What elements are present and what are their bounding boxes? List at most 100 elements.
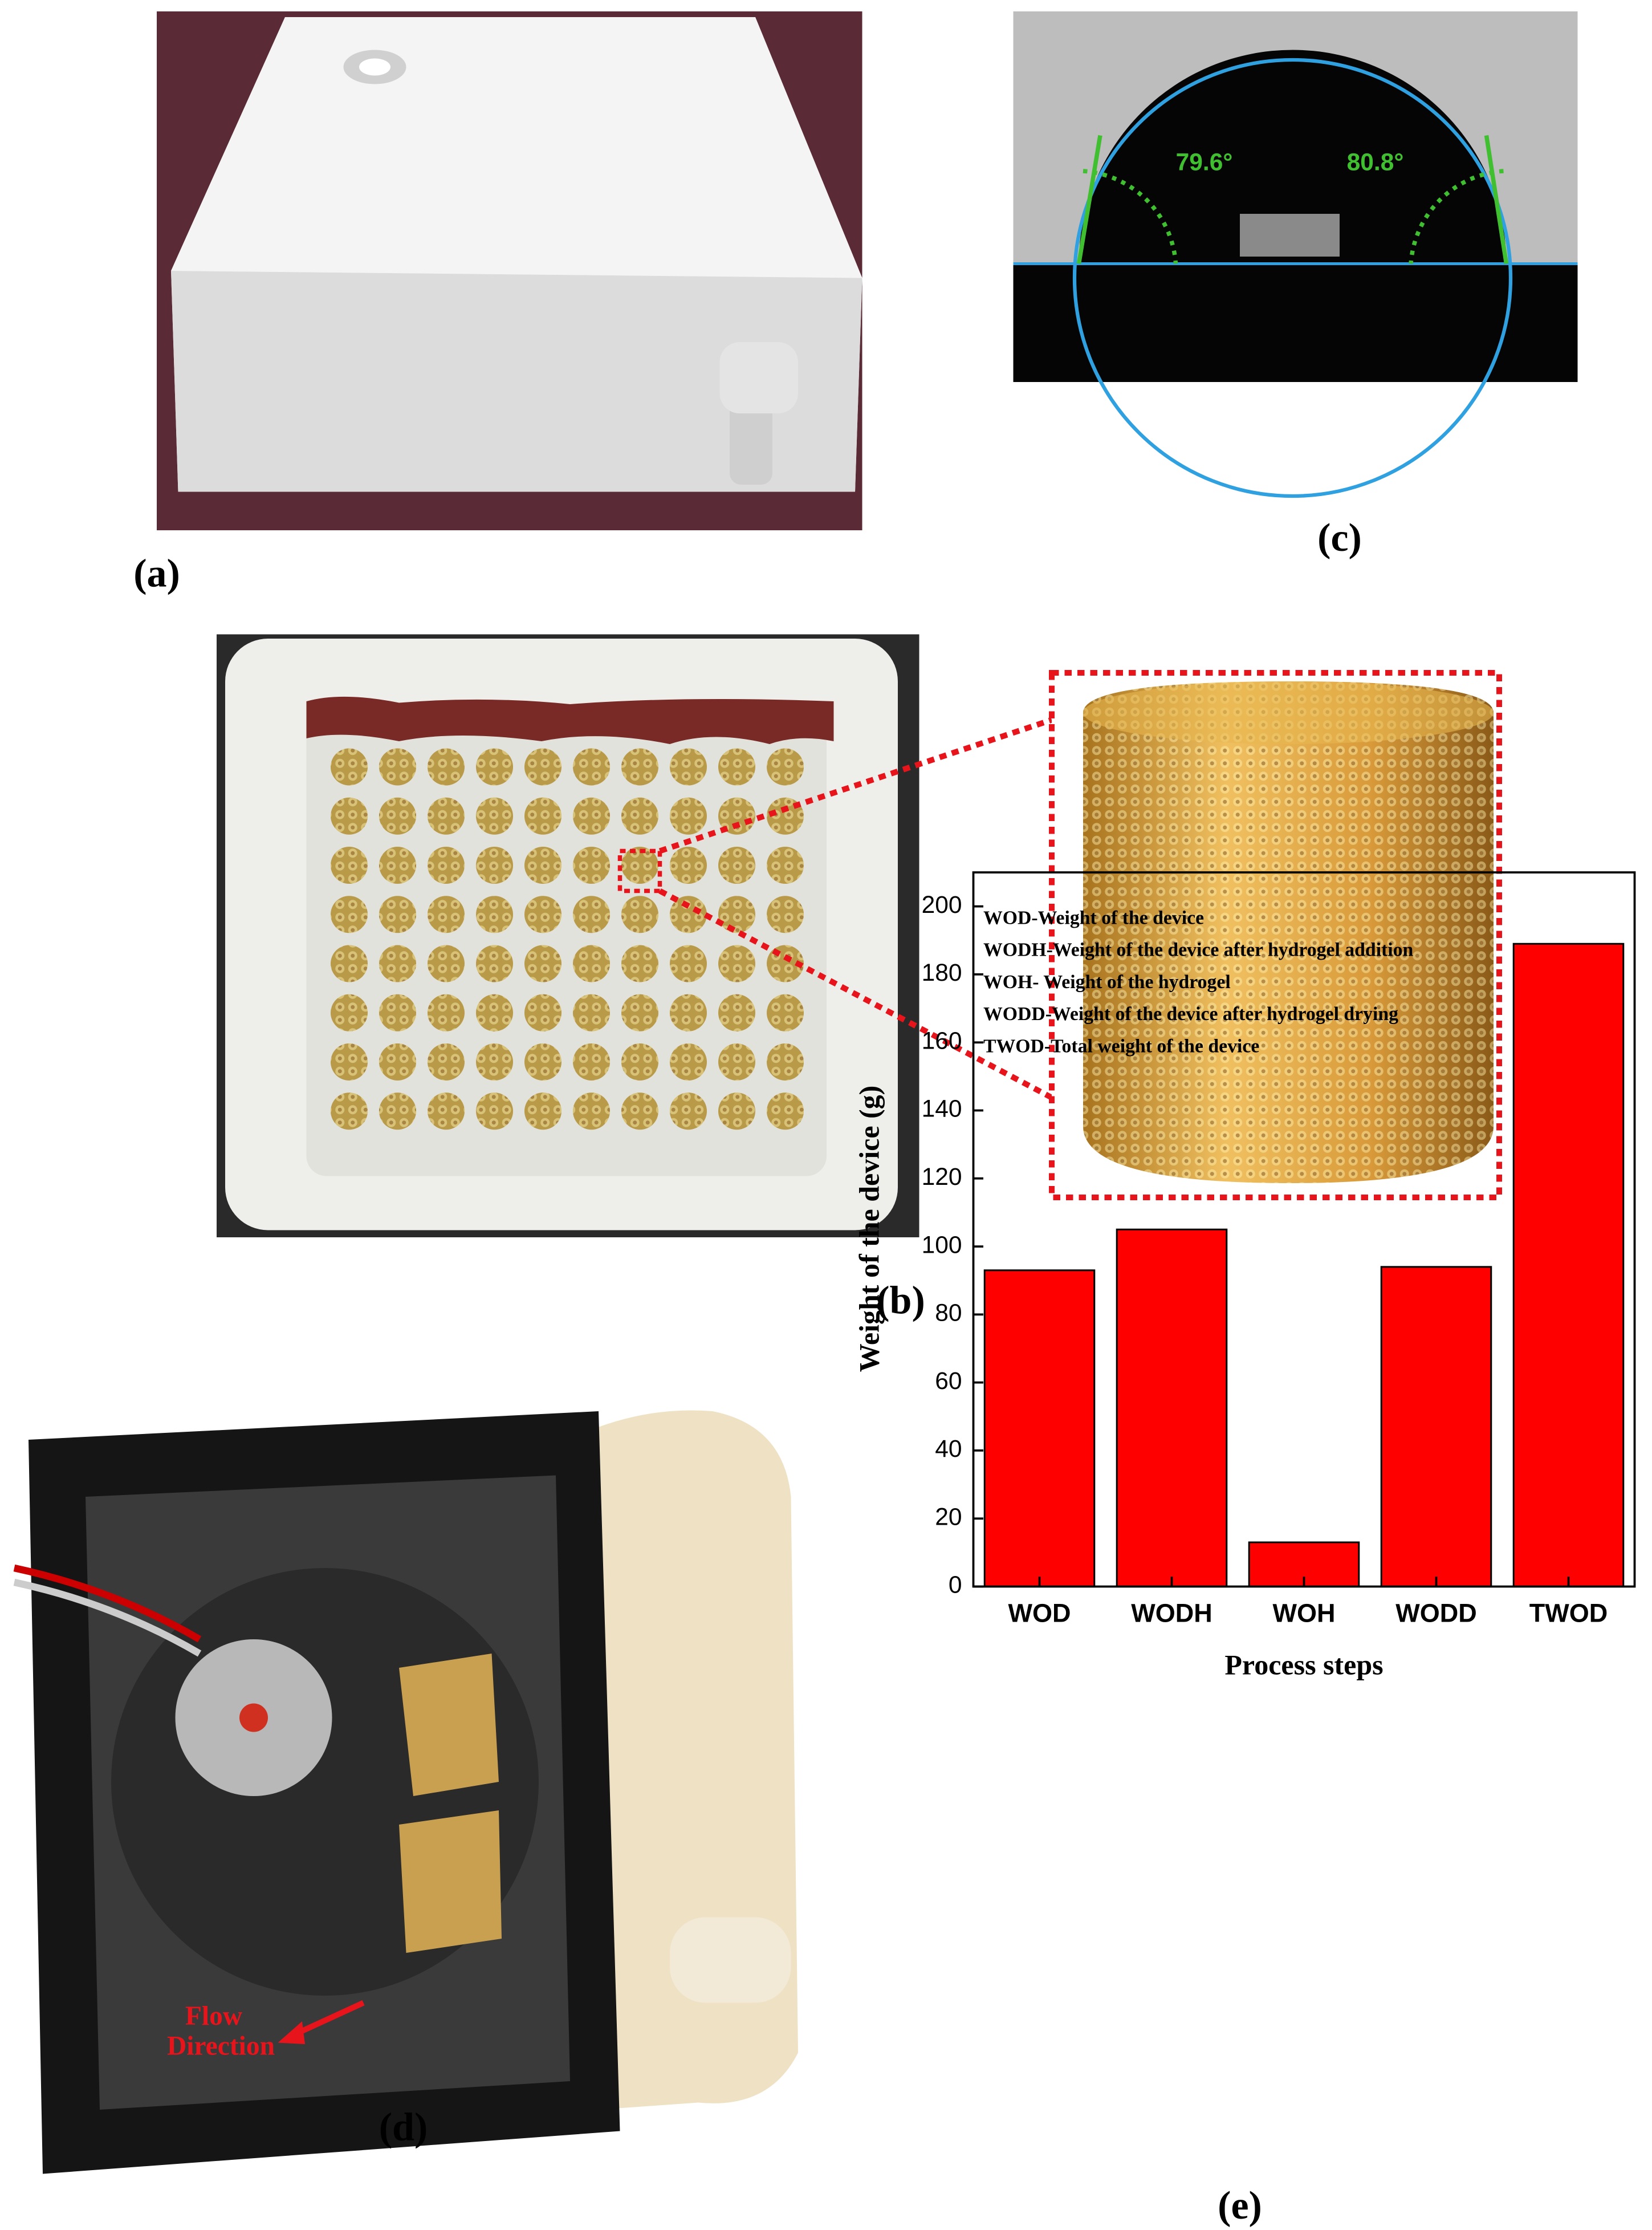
bead-texture xyxy=(476,945,514,982)
y-tick-label: 80 xyxy=(935,1300,962,1327)
bead-texture xyxy=(718,1092,756,1130)
x-tick-label: WOH xyxy=(1273,1598,1336,1627)
annotation: WOD-Weight of the device xyxy=(983,907,1204,928)
bead-texture xyxy=(670,945,707,982)
bead-texture xyxy=(331,797,368,835)
bead-texture xyxy=(379,945,417,982)
angle-label: 79.6° xyxy=(1176,149,1233,176)
bead-texture xyxy=(573,847,611,884)
bead-texture xyxy=(767,847,804,884)
bead-texture xyxy=(621,1043,659,1081)
bead-texture xyxy=(379,1092,417,1130)
bar xyxy=(1512,943,1625,1587)
bead-texture xyxy=(621,896,659,933)
bead-texture xyxy=(670,994,707,1031)
bead-texture xyxy=(621,945,659,982)
bead-texture xyxy=(428,896,465,933)
x-tick-label: WODH xyxy=(1131,1598,1212,1627)
bead-texture xyxy=(573,1092,611,1130)
annotation: TWOD-Total weight of the device xyxy=(983,1035,1259,1057)
y-tick-label: 60 xyxy=(935,1368,962,1395)
bead-texture xyxy=(670,1092,707,1130)
photo-c: 79.6° 80.8° xyxy=(1013,11,1578,498)
angle-label: 80.8° xyxy=(1347,149,1404,176)
bead-texture xyxy=(379,896,417,933)
flow-label: Direction xyxy=(167,2031,275,2061)
bead-texture xyxy=(670,847,707,884)
bead-texture xyxy=(428,994,465,1031)
bead-texture xyxy=(621,748,659,786)
bead-texture xyxy=(573,945,611,982)
y-tick-label: 180 xyxy=(922,960,962,986)
bead-texture xyxy=(476,797,514,835)
bar xyxy=(1380,1266,1492,1587)
bead-texture xyxy=(621,994,659,1031)
panel-label: (b) xyxy=(876,1279,925,1323)
y-tick-label: 120 xyxy=(922,1164,962,1191)
y-tick-label: 40 xyxy=(935,1436,962,1463)
bead-texture xyxy=(718,847,756,884)
bead-texture xyxy=(476,748,514,786)
bead-texture xyxy=(331,994,368,1031)
y-axis-title: Weight of the device (g) xyxy=(853,1086,885,1372)
y-tick-label: 140 xyxy=(922,1096,962,1123)
bead-texture xyxy=(379,994,417,1031)
bead-texture xyxy=(524,797,562,835)
bead-texture xyxy=(524,1092,562,1130)
panel-label: (e) xyxy=(1218,2184,1262,2228)
bead-texture xyxy=(476,896,514,933)
bead-texture xyxy=(621,1092,659,1130)
bead-texture xyxy=(573,1043,611,1081)
annotation: WODD-Weight of the device after hydrogel… xyxy=(983,1004,1398,1025)
bead-texture xyxy=(428,1092,465,1130)
bead-texture xyxy=(670,797,707,835)
bead-texture xyxy=(767,1043,804,1081)
bead-texture xyxy=(476,1043,514,1081)
bead-texture xyxy=(718,1043,756,1081)
bead-texture xyxy=(718,797,756,835)
bead-texture xyxy=(331,1092,368,1130)
bead-texture xyxy=(379,748,417,786)
bead-texture xyxy=(331,896,368,933)
y-tick-label: 20 xyxy=(935,1504,962,1530)
bead-texture xyxy=(331,1043,368,1081)
annotation: WODH-Weight of the device after hydrogel… xyxy=(983,940,1414,961)
chart: Process steps Weight of the device (g) 0… xyxy=(853,871,1636,1680)
photo-b xyxy=(217,634,919,1237)
bead-texture xyxy=(476,1092,514,1130)
bead-texture xyxy=(379,847,417,884)
bead-texture xyxy=(718,896,756,933)
y-tick-label: 160 xyxy=(922,1027,962,1054)
bead-texture xyxy=(379,1043,417,1081)
bead-texture xyxy=(524,945,562,982)
bead-texture xyxy=(428,945,465,982)
bead-texture xyxy=(428,1043,465,1081)
zoom-callout xyxy=(617,669,1503,1200)
x-axis-title: Process steps xyxy=(1224,1648,1383,1680)
bead-texture xyxy=(428,797,465,835)
bead-texture xyxy=(767,1092,804,1130)
bead-texture xyxy=(524,896,562,933)
x-tick-label: TWOD xyxy=(1529,1598,1608,1627)
photo-a xyxy=(157,11,862,530)
bead-texture xyxy=(573,797,611,835)
bar xyxy=(983,1269,1096,1588)
bead-texture xyxy=(524,994,562,1031)
bead-texture xyxy=(718,994,756,1031)
bead-texture xyxy=(621,797,659,835)
bead-texture xyxy=(428,748,465,786)
x-tick-label: WOD xyxy=(1008,1598,1071,1627)
bead-texture xyxy=(670,1043,707,1081)
bead-texture xyxy=(524,748,562,786)
y-tick-label: 200 xyxy=(922,892,962,919)
bead-texture xyxy=(767,748,804,786)
annotation: WOH- Weight of the hydrogel xyxy=(983,972,1231,993)
panel-label: (d) xyxy=(379,2106,428,2150)
bead-texture xyxy=(718,945,756,982)
bead-texture xyxy=(621,847,659,884)
bead-texture xyxy=(670,896,707,933)
bead-texture xyxy=(428,847,465,884)
photo-d: Flow Direction xyxy=(13,1410,799,2174)
x-tick-label: WODD xyxy=(1395,1598,1476,1627)
